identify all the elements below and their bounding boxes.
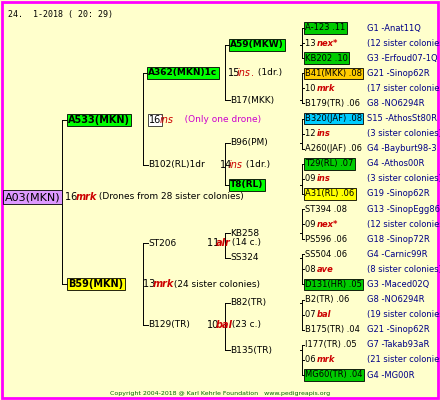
Text: B179(TR) .06: B179(TR) .06 (305, 99, 360, 108)
Text: B135(TR): B135(TR) (230, 346, 272, 354)
Text: B59(MKN): B59(MKN) (68, 279, 123, 289)
Text: 10: 10 (207, 320, 219, 330)
Text: 12: 12 (305, 129, 318, 138)
Text: Copyright 2004-2018 @ Karl Kehrle Foundation   www.pedigreapis.org: Copyright 2004-2018 @ Karl Kehrle Founda… (110, 391, 330, 396)
Text: (3 sister colonies): (3 sister colonies) (367, 129, 440, 138)
Text: (Only one drone): (Only one drone) (176, 116, 261, 124)
Text: (Drones from 28 sister colonies): (Drones from 28 sister colonies) (96, 192, 244, 202)
Text: ST394 .08: ST394 .08 (305, 204, 347, 214)
Text: A533(MKN): A533(MKN) (68, 115, 130, 125)
Text: G4 -Athos00R: G4 -Athos00R (367, 159, 424, 168)
Text: PS596 .06: PS596 .06 (305, 235, 347, 244)
Text: 10: 10 (305, 84, 318, 93)
Text: T29(RL) .07: T29(RL) .07 (305, 159, 353, 168)
Text: ST206: ST206 (148, 238, 176, 248)
Text: (8 sister colonies): (8 sister colonies) (367, 265, 440, 274)
Text: T8(RL): T8(RL) (230, 180, 264, 190)
Text: KB258: KB258 (230, 228, 259, 238)
Text: 13: 13 (305, 38, 318, 48)
Text: G19 -Sinop62R: G19 -Sinop62R (367, 190, 429, 198)
Text: B320(JAF) .08: B320(JAF) .08 (305, 114, 362, 123)
Text: G3 -Erfoud07-1Q: G3 -Erfoud07-1Q (367, 54, 438, 63)
Text: bal: bal (316, 310, 331, 319)
Text: SS324: SS324 (230, 254, 259, 262)
Text: B175(TR) .04: B175(TR) .04 (305, 325, 360, 334)
Text: G3 -Maced02Q: G3 -Maced02Q (367, 280, 429, 289)
Text: G4 -Bayburt98-3: G4 -Bayburt98-3 (367, 144, 436, 153)
Text: mrk: mrk (316, 84, 335, 93)
Text: A-123 .11: A-123 .11 (305, 24, 345, 32)
Text: I177(TR) .05: I177(TR) .05 (305, 340, 357, 349)
Text: .: . (251, 68, 254, 78)
Text: nex*: nex* (316, 38, 338, 48)
Text: 13: 13 (143, 279, 158, 289)
Text: ins: ins (316, 129, 330, 138)
Text: (23 c.): (23 c.) (229, 320, 261, 330)
Text: 11: 11 (207, 238, 222, 248)
Text: 24.  1-2018 ( 20: 29): 24. 1-2018 ( 20: 29) (8, 10, 113, 19)
Text: B82(TR): B82(TR) (230, 298, 266, 308)
Text: SS504 .06: SS504 .06 (305, 250, 347, 259)
Text: A362(MKN)1c: A362(MKN)1c (148, 68, 217, 78)
Text: B129(TR): B129(TR) (148, 320, 190, 330)
Text: 16: 16 (65, 192, 81, 202)
Text: G21 -Sinop62R: G21 -Sinop62R (367, 325, 429, 334)
Text: 07: 07 (305, 310, 318, 319)
Text: (24 sister colonies): (24 sister colonies) (171, 280, 260, 288)
Text: mrk: mrk (76, 192, 97, 202)
Text: B102(RL)1dr: B102(RL)1dr (148, 160, 205, 170)
Text: MG60(TR) .04: MG60(TR) .04 (305, 370, 363, 380)
Text: ins: ins (316, 174, 330, 183)
Text: G13 -SinopEgg86R: G13 -SinopEgg86R (367, 204, 440, 214)
Text: G21 -Sinop62R: G21 -Sinop62R (367, 69, 429, 78)
Text: A31(RL) .06: A31(RL) .06 (305, 190, 354, 198)
Text: (14 c.): (14 c.) (229, 238, 261, 248)
Text: A59(MKW): A59(MKW) (230, 40, 284, 50)
Text: G18 -Sinop72R: G18 -Sinop72R (367, 235, 430, 244)
Text: ins: ins (237, 68, 251, 78)
Text: ins: ins (229, 160, 243, 170)
Text: mrk: mrk (316, 356, 335, 364)
Text: (21 sister colonies): (21 sister colonies) (367, 356, 440, 364)
Text: 09: 09 (305, 174, 318, 183)
Text: 08: 08 (305, 265, 318, 274)
Text: (19 sister colonies): (19 sister colonies) (367, 310, 440, 319)
Text: mrk: mrk (153, 279, 174, 289)
Text: A03(MKN): A03(MKN) (5, 192, 61, 202)
Text: 06: 06 (305, 356, 318, 364)
Text: (12 sister colonies): (12 sister colonies) (367, 220, 440, 229)
Text: 16: 16 (149, 115, 161, 125)
Text: G8 -NO6294R: G8 -NO6294R (367, 99, 425, 108)
Text: G7 -Takab93aR: G7 -Takab93aR (367, 340, 429, 349)
Text: nex*: nex* (316, 220, 338, 229)
Text: G4 -Carnic99R: G4 -Carnic99R (367, 250, 428, 259)
Text: G1 -Anat11Q: G1 -Anat11Q (367, 24, 421, 32)
Text: alr: alr (216, 238, 231, 248)
Text: A260(JAF) .06: A260(JAF) .06 (305, 144, 362, 153)
Text: 09: 09 (305, 220, 318, 229)
Text: bal: bal (216, 320, 233, 330)
Text: ave: ave (316, 265, 333, 274)
Text: B96(PM): B96(PM) (230, 138, 268, 148)
Text: B2(TR) .06: B2(TR) .06 (305, 295, 349, 304)
Text: ins: ins (160, 115, 174, 125)
Text: G8 -NO6294R: G8 -NO6294R (367, 295, 425, 304)
Text: (1dr.): (1dr.) (255, 68, 282, 78)
Text: 15: 15 (228, 68, 240, 78)
Text: (12 sister colonies): (12 sister colonies) (367, 38, 440, 48)
Text: KB202 .10: KB202 .10 (305, 54, 348, 63)
Text: G4 -MG00R: G4 -MG00R (367, 370, 414, 380)
Text: 14: 14 (220, 160, 232, 170)
Text: (1dr.): (1dr.) (243, 160, 270, 170)
Text: D131(HR) .05: D131(HR) .05 (305, 280, 362, 289)
Text: B17(MKK): B17(MKK) (230, 96, 274, 104)
Text: (3 sister colonies): (3 sister colonies) (367, 174, 440, 183)
Text: (17 sister colonies): (17 sister colonies) (367, 84, 440, 93)
Text: B41(MKK) .08: B41(MKK) .08 (305, 69, 362, 78)
Text: S15 -AthosSt80R: S15 -AthosSt80R (367, 114, 437, 123)
Text: 16: 16 (149, 115, 161, 125)
